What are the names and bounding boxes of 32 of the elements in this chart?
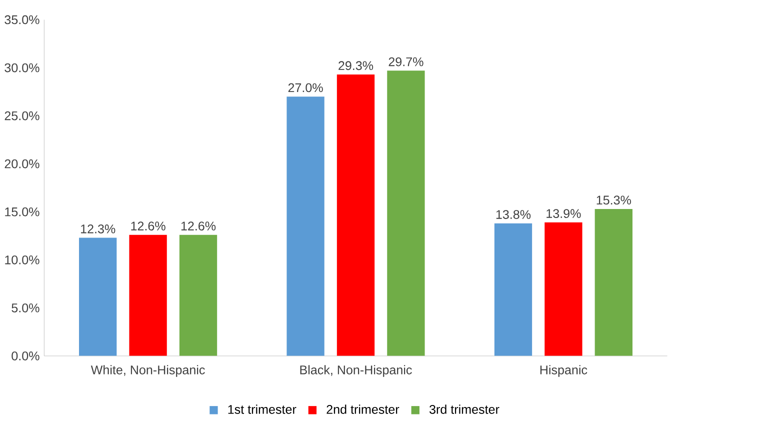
bar <box>286 96 324 356</box>
bar <box>179 234 218 356</box>
y-tick-label: 35.0% <box>4 15 40 24</box>
legend-label: 3rd trimester <box>429 404 500 414</box>
x-tick-label: Hispanic <box>540 365 588 377</box>
bar <box>544 222 582 356</box>
y-tick-label: 15.0% <box>5 207 40 216</box>
bar <box>494 223 532 356</box>
data-label: 29.7% <box>388 57 424 66</box>
bar <box>387 70 425 356</box>
y-tick-label: 5.0% <box>12 303 40 312</box>
y-tick-label: 20.0% <box>4 159 40 168</box>
bar <box>336 74 375 356</box>
bar <box>594 208 632 356</box>
y-tick-label: 30.0% <box>4 63 40 72</box>
bar <box>129 234 167 356</box>
data-label: 12.6% <box>131 222 166 230</box>
y-tick-label: 0.0% <box>12 351 40 360</box>
y-tick-label: 25.0% <box>4 111 40 120</box>
x-tick-label: White, Non-Hispanic <box>90 365 205 377</box>
data-label: 12.6% <box>181 222 216 230</box>
bar <box>79 238 117 356</box>
data-label: 13.9% <box>546 209 581 218</box>
data-label: 13.8% <box>496 210 531 219</box>
data-label: 15.3% <box>596 196 631 204</box>
data-label: 29.3% <box>338 61 374 70</box>
y-tick-label: 10.0% <box>5 255 40 264</box>
data-label: 27.0% <box>288 83 323 92</box>
x-tick-label: Black, Non-Hispanic <box>300 365 412 377</box>
legend-label: 1st trimester <box>228 404 296 414</box>
legend-label: 2nd trimester <box>326 404 400 414</box>
data-label: 12.3% <box>81 224 116 234</box>
